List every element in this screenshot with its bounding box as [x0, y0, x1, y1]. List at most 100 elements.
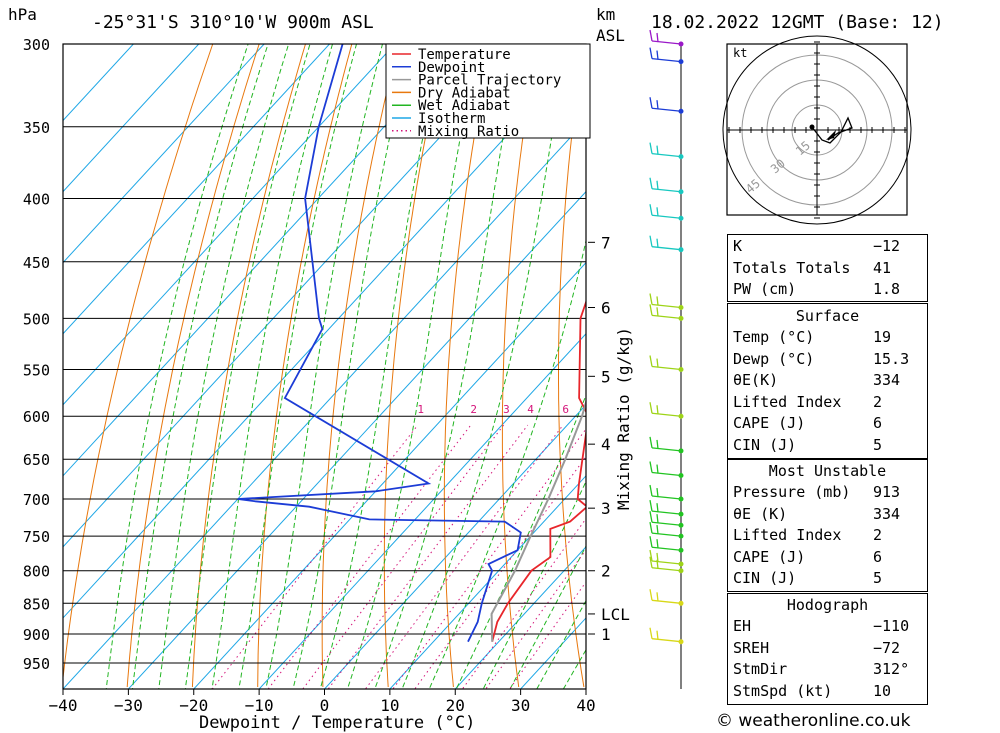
wet-adiabat-line [346, 44, 479, 689]
isotherm-line [63, 44, 200, 193]
pressure-tick-label: 550 [23, 362, 50, 380]
index-label: PW (cm) [733, 280, 797, 298]
pressure-tick-label: 900 [23, 626, 50, 644]
index-label: Dewp (°C) [733, 349, 815, 368]
pressure-tick-label: 300 [23, 36, 50, 54]
wet-adiabat-line [455, 393, 586, 689]
wind-barb [649, 549, 684, 567]
height-unit-label: km [596, 5, 615, 24]
index-label: K [733, 237, 743, 255]
isotherm-line [63, 44, 461, 477]
surface-title: Surface [795, 307, 860, 325]
wind-barb [649, 536, 684, 553]
mixing-ratio-axis-label: Mixing Ratio (g/kg) [614, 327, 633, 510]
indices-hodograph-box: Hodograph EH −110 SREH −72 StmDir 312° StmSpd … [727, 593, 928, 705]
hodograph-trace [811, 116, 853, 144]
wind-barb [649, 304, 684, 321]
wind-barb [649, 293, 684, 310]
temperature-tick-label: 30 [511, 696, 530, 715]
wet-adiabat-line [158, 44, 290, 689]
index-label: CAPE (J) [733, 547, 806, 566]
temperature-tick-label: −10 [245, 696, 274, 715]
wind-barb-column [649, 29, 684, 689]
index-row: θE(K) 334 [728, 370, 927, 391]
index-row: Lifted Index 2 [728, 525, 927, 546]
wind-barb [649, 500, 684, 517]
height-tick-label: LCL [601, 605, 630, 624]
temperature-tick-label: 40 [576, 696, 595, 715]
isotherm-line [127, 190, 586, 689]
wet-adiabat-line [428, 238, 586, 689]
index-label: StmSpd (kt) [733, 681, 833, 700]
dry-adiabat-line [383, 44, 445, 688]
index-row: θE (K) 334 [728, 504, 927, 525]
isotherm-line [258, 332, 586, 689]
wet-adiabat-line [401, 44, 568, 689]
mixing-ratio-label: 3 [503, 403, 510, 416]
wind-barb [649, 355, 684, 373]
pressure-tick-label: 750 [23, 528, 50, 546]
index-label: StmDir [733, 660, 788, 678]
wind-barb [649, 589, 684, 606]
index-label: θE (K) [733, 504, 788, 523]
mixing-ratio-label: 20 [672, 403, 685, 416]
x-axis-label: Dewpoint / Temperature (°C) [199, 713, 475, 733]
index-label: EH [733, 617, 752, 635]
index-label: CAPE (J) [733, 414, 806, 432]
height-unit-label-asl: ASL [596, 26, 625, 45]
index-value: 334 [873, 371, 901, 389]
index-value: 1.8 [873, 280, 901, 298]
index-value: 312° [873, 660, 910, 678]
mixing-ratio-line [485, 548, 586, 689]
index-value: 2 [873, 392, 883, 411]
pressure-tick-label: 650 [23, 451, 50, 469]
index-row: Dewp (°C) 15.3 [728, 349, 927, 370]
index-value: −12 [873, 237, 901, 255]
mixing-ratio-label: 1 [417, 403, 424, 416]
dry-adiabat-line [63, 44, 214, 682]
dry-adiabat-line [443, 44, 492, 688]
height-tick-label: 6 [601, 298, 611, 317]
index-value: 6 [873, 547, 883, 566]
isotherm-line [323, 404, 586, 689]
mixing-ratio-label: 25 [695, 403, 708, 416]
isotherm-line [63, 44, 265, 264]
index-value: 334 [873, 504, 901, 523]
mixing-ratio-label: 6 [562, 403, 569, 416]
index-label: CIN (J) [733, 435, 797, 454]
index-row: CAPE (J) 6 [728, 413, 927, 434]
hodograph-unit-label: kt [733, 46, 747, 60]
index-value: 5 [873, 435, 883, 454]
dry-adiabat-line [954, 39, 1000, 687]
mixing-ratio-line [267, 424, 472, 689]
wind-barb [649, 556, 684, 574]
pressure-tick-label: 500 [23, 310, 50, 328]
wet-adiabat-line [238, 44, 357, 689]
index-value: 41 [873, 258, 892, 277]
index-row: Pressure (mb) 913 [728, 482, 927, 503]
dry-adiabat-line [321, 44, 399, 688]
wind-barb [649, 402, 684, 419]
storm-motion-arrow [826, 130, 836, 140]
temperature-profile [491, 299, 586, 642]
index-value: 6 [873, 414, 883, 432]
dry-adiabat-line [257, 44, 353, 688]
index-row: Totals Totals 41 [728, 258, 927, 279]
hodograph-outer-ring [722, 35, 912, 225]
indices-general-box: K −12 Totals Totals 41 PW (cm) 1.8 [727, 234, 928, 302]
index-row: CIN (J) 5 [728, 435, 927, 456]
wet-adiabat-line [131, 44, 269, 689]
wet-adiabat-line [292, 44, 412, 689]
legend-entry-label: Dewpoint [418, 60, 485, 76]
mixing-ratio-label: 8 [588, 403, 595, 416]
legend-entry-label: Parcel Trajectory [418, 73, 561, 89]
index-row: StmDir 312° [728, 659, 927, 680]
wind-barb [649, 142, 684, 160]
legend-entry-label: Dry Adiabat [418, 85, 511, 101]
mixing-ratio-line [509, 581, 586, 689]
temperature-tick-label: −30 [114, 696, 143, 715]
wind-barb [649, 235, 684, 253]
pressure-tick-label: 350 [23, 119, 50, 137]
height-tick-label: 1 [601, 625, 611, 644]
